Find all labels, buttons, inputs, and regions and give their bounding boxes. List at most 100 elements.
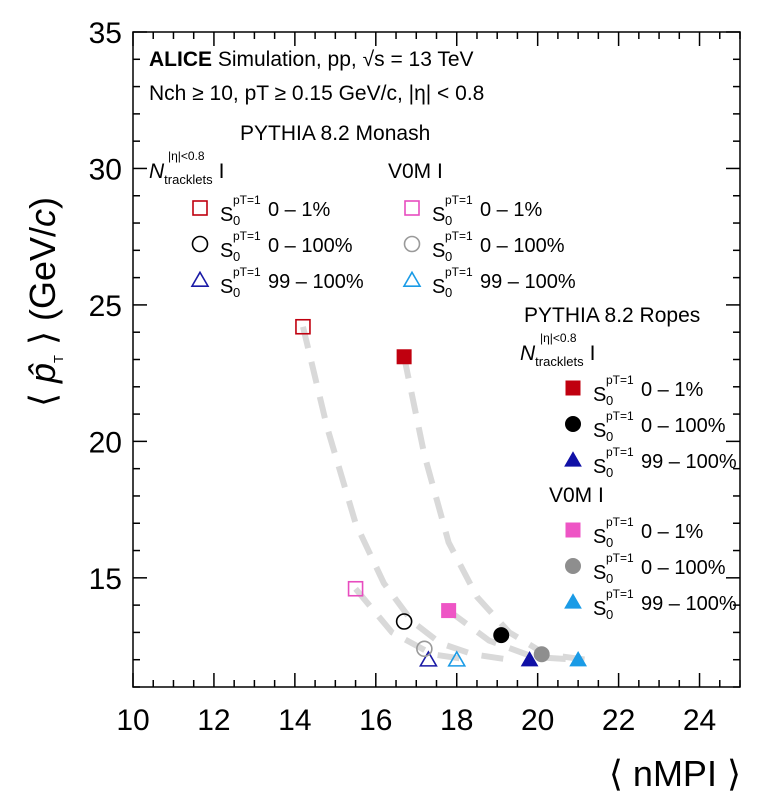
x-tick-label: 18 — [440, 704, 473, 737]
legend-symbol-sub: 0 — [606, 393, 613, 408]
legend-symbol: S — [593, 456, 606, 478]
x-axis: 10 12 14 16 18 20 22 24 — [116, 32, 741, 737]
trend-curve — [446, 608, 579, 663]
legend-entry: S 0 pT=1 0 – 1% — [565, 515, 703, 550]
legend-label: 0 – 100% — [641, 415, 726, 437]
legend-entry: S 0 pT=1 0 – 100% — [191, 229, 353, 264]
legend-label: 99 – 100% — [480, 271, 576, 293]
legend-symbol-sup: pT=1 — [606, 409, 634, 423]
x-tick-label: 22 — [602, 704, 635, 737]
experiment-label: ALICE — [149, 48, 212, 71]
trend-curve — [401, 356, 587, 663]
legend-entry: S 0 pT=1 0 – 1% — [565, 373, 703, 408]
legend-marker — [192, 200, 208, 216]
data-point — [416, 640, 433, 658]
x-tick-label: 10 — [116, 704, 149, 737]
legend-label: 0 – 1% — [268, 199, 330, 221]
legend-marker — [564, 593, 582, 609]
x-tick-label: 20 — [521, 704, 554, 737]
legend-entry: S 0 pT=1 99 – 100% — [564, 445, 737, 480]
legend-symbol-sub: 0 — [233, 285, 240, 300]
legend-symbol: S — [220, 276, 233, 298]
legend-entry: S 0 pT=1 0 – 100% — [565, 551, 726, 586]
legend-symbol-sup: pT=1 — [606, 515, 634, 529]
legend-symbol: S — [593, 562, 606, 584]
legend-label: 0 – 100% — [268, 235, 353, 257]
legend-marker — [404, 200, 420, 216]
data-point — [295, 318, 311, 335]
legend-symbol-sup: pT=1 — [233, 193, 261, 207]
legend-symbol-sup: pT=1 — [606, 551, 634, 565]
legend-label: 99 – 100% — [641, 451, 737, 473]
x-tick-label: 14 — [278, 704, 311, 737]
legend-marker — [565, 522, 581, 538]
data-point — [569, 651, 587, 667]
legend-symbol-sub: 0 — [606, 465, 613, 480]
legend-symbol-sub: 0 — [233, 213, 240, 228]
legend-marker — [402, 270, 422, 287]
trend-curve — [300, 326, 510, 663]
data-point — [419, 650, 438, 667]
legend-symbol-sup: pT=1 — [445, 229, 473, 243]
legend-symbol-sup: pT=1 — [445, 193, 473, 207]
legend-entry: S 0 pT=1 0 – 100% — [565, 409, 726, 444]
data-point — [520, 651, 539, 667]
svg-text:V0M I: V0M I — [388, 160, 443, 183]
y-tick-label: 20 — [89, 426, 122, 459]
estimator-labels: Ntracklets I |η|<0.8 V0M I Ntracklets I |η… — [149, 149, 604, 507]
data-point — [395, 613, 413, 630]
y-tick-label: 35 — [89, 17, 122, 50]
header: ALICE Simulation, pp, √s = 13 TeV Nch ≥ … — [149, 48, 700, 327]
data-point — [347, 580, 364, 597]
svg-text:|η|<0.8: |η|<0.8 — [168, 149, 205, 163]
legend-symbol-sub: 0 — [606, 571, 613, 586]
legend-symbol-sup: pT=1 — [233, 265, 261, 279]
legend-entry: S 0 pT=1 0 – 100% — [403, 229, 565, 264]
legend-symbol-sup: pT=1 — [606, 587, 634, 601]
legend-entry: S 0 pT=1 0 – 1% — [404, 193, 542, 228]
x-tick-label: 12 — [197, 704, 230, 737]
y-tick-label: 15 — [89, 563, 122, 596]
svg-text:ALICE Simulation, pp, √s = 13: ALICE Simulation, pp, √s = 13 TeV — [149, 48, 474, 71]
legend-marker — [565, 380, 581, 396]
legend-symbol-sub: 0 — [445, 249, 452, 264]
legend-symbol-sup: pT=1 — [606, 373, 634, 387]
y-tick-label: 25 — [89, 290, 122, 323]
legend-symbol: S — [593, 598, 606, 620]
data-point — [447, 650, 467, 667]
legend-label: 0 – 100% — [480, 235, 565, 257]
svg-text:⟨ p̂T ⟩ (GeV/c): ⟨ p̂T ⟩ (GeV/c) — [22, 197, 66, 407]
legend-label: 0 – 1% — [641, 379, 703, 401]
legend-symbol: S — [593, 384, 606, 406]
legend-entry: S 0 pT=1 99 – 100% — [564, 587, 737, 622]
legend-marker — [565, 416, 581, 432]
legend-marker — [191, 235, 209, 253]
data-point — [441, 603, 457, 619]
data-point — [396, 349, 412, 365]
legend-label: 99 – 100% — [641, 593, 737, 615]
legend-entry: S 0 pT=1 0 – 1% — [192, 193, 330, 228]
legend-symbol: S — [432, 240, 445, 262]
legend: S 0pT=1 0 – 1%S 0pT=1 0 – 100%S 0pT=1 99 – 100… — [190, 193, 737, 622]
legend-label: 0 – 1% — [480, 199, 542, 221]
legend-label: 99 – 100% — [268, 271, 364, 293]
legend-symbol-sub: 0 — [445, 213, 452, 228]
data-point — [493, 627, 510, 644]
data-point — [533, 646, 550, 663]
legend-label: 0 – 1% — [641, 521, 703, 543]
legend-entry: S 0 pT=1 99 – 100% — [190, 265, 364, 300]
legend-marker — [403, 235, 421, 253]
legend-symbol: S — [593, 526, 606, 548]
legend-symbol-sub: 0 — [606, 429, 613, 444]
legend-symbol-sup: pT=1 — [445, 265, 473, 279]
y-axis: 15 20 25 30 35 — [89, 17, 740, 688]
y-axis-title: ⟨ p̂T ⟩ (GeV/c) — [22, 197, 66, 407]
x-tick-label: 16 — [359, 704, 392, 737]
plot-frame — [132, 31, 741, 688]
legend-symbol: S — [593, 420, 606, 442]
x-tick-label: 24 — [683, 704, 716, 737]
legend-symbol-sub: 0 — [606, 535, 613, 550]
legend-symbol: S — [432, 204, 445, 226]
